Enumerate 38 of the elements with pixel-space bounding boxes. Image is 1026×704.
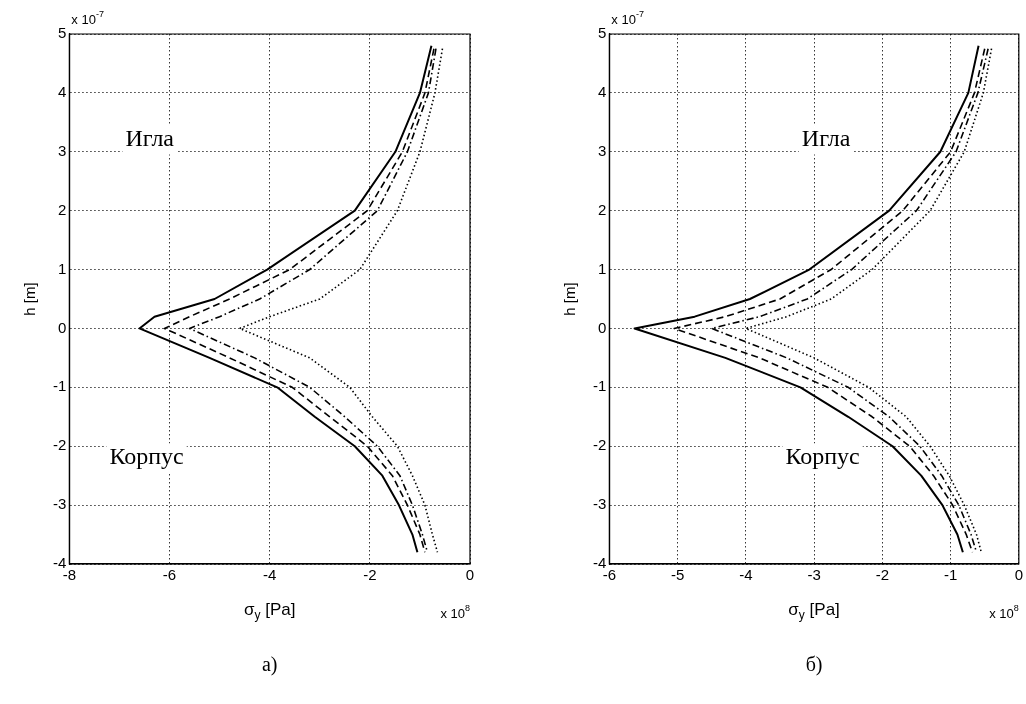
y-tick-label: 1 bbox=[597, 259, 607, 277]
text: б) bbox=[805, 653, 823, 677]
y-tick-label: -2 bbox=[592, 436, 607, 454]
y-axis-title: h [m] bbox=[561, 282, 579, 316]
x-tick-label: 0 bbox=[465, 566, 475, 584]
x-tick-label: -1 bbox=[943, 566, 958, 584]
x-tick-label: -2 bbox=[875, 566, 889, 584]
y-tick-label: 2 bbox=[597, 200, 607, 218]
y-tick-label: 0 bbox=[597, 318, 607, 336]
y-tick-label: -4 bbox=[52, 554, 67, 572]
y-tick-label: 3 bbox=[597, 141, 607, 159]
annotation: Корпус bbox=[785, 443, 860, 470]
y-tick-label: -1 bbox=[592, 377, 607, 395]
y-tick-label: -3 bbox=[52, 495, 67, 513]
y-tick-label: 2 bbox=[57, 200, 67, 218]
text: а) bbox=[261, 653, 278, 677]
annotation: Игла bbox=[801, 125, 851, 152]
y-tick-label: -4 bbox=[592, 554, 607, 572]
x-tick-label: -4 bbox=[263, 566, 277, 584]
y-tick-label: 5 bbox=[597, 24, 607, 42]
y-tick-label: 3 bbox=[57, 141, 67, 159]
annotation: Корпус bbox=[109, 443, 184, 470]
y-tick-label: 1 bbox=[57, 259, 67, 277]
x-tick-label: 0 bbox=[1014, 566, 1023, 584]
y-tick-label: 4 bbox=[57, 83, 67, 101]
y-tick-label: -2 bbox=[52, 436, 67, 454]
y-tick-label: 0 bbox=[57, 318, 67, 336]
y-tick-label: 5 bbox=[57, 24, 67, 42]
x-tick-label: -5 bbox=[670, 566, 685, 584]
x-tick-label: -2 bbox=[363, 566, 377, 584]
x-tick-label: -6 bbox=[162, 566, 177, 584]
y-tick-label: -1 bbox=[52, 377, 67, 395]
y-tick-label: -3 bbox=[592, 495, 607, 513]
x-tick-label: -4 bbox=[739, 566, 753, 584]
annotation: Игла bbox=[125, 125, 175, 152]
x-tick-label: -3 bbox=[807, 566, 821, 584]
y-axis-title: h [m] bbox=[21, 282, 39, 316]
y-tick-label: 4 bbox=[597, 83, 607, 101]
